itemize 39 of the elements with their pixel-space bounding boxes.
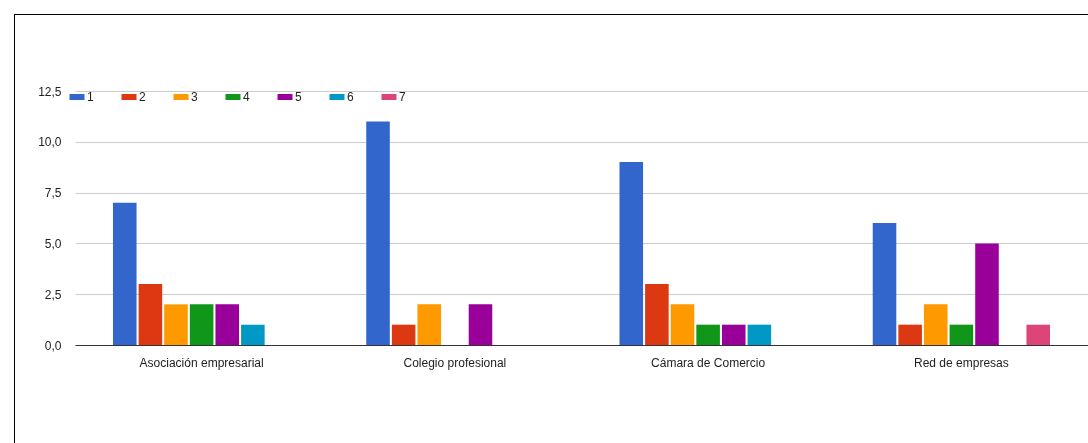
bar: [366, 121, 390, 345]
x-tick-label: Red de empresas: [914, 355, 1009, 370]
x-tick-label: Cámara de Comercio: [651, 355, 766, 370]
bar: [670, 304, 695, 345]
bar: [619, 162, 644, 345]
legend-label: 4: [243, 90, 250, 104]
bar: [215, 304, 240, 345]
bar: [112, 202, 137, 345]
bar: [696, 324, 720, 345]
y-tick-label: 12,5: [38, 84, 62, 99]
bar: [721, 324, 746, 345]
bar: [417, 304, 442, 345]
legend-label: 7: [399, 90, 406, 104]
y-tick-label: 0,0: [44, 338, 62, 353]
x-tick-label: Colegio profesional: [403, 355, 507, 370]
bar: [975, 243, 999, 345]
bar: [468, 304, 493, 345]
bar: [391, 324, 416, 345]
bar: [138, 284, 163, 345]
bar: [241, 324, 265, 345]
bar: [1026, 324, 1051, 345]
bar: [164, 304, 188, 345]
legend-label: 2: [139, 90, 146, 104]
bar: [898, 324, 922, 345]
bar: [872, 223, 897, 345]
bar: [645, 284, 669, 345]
y-tick-label: 5,0: [44, 236, 62, 251]
legend-label: 3: [191, 90, 198, 104]
y-tick-label: 7,5: [44, 186, 62, 201]
bar: [189, 304, 214, 345]
y-tick-label: 10,0: [38, 135, 62, 150]
x-tick-label: Asociación empresarial: [139, 355, 264, 370]
bar: [747, 324, 772, 345]
legend-label: 5: [295, 90, 302, 104]
legend-label: 6: [347, 90, 354, 104]
y-tick-label: 2,5: [44, 287, 62, 302]
bar: [923, 304, 948, 345]
bar: [949, 324, 974, 345]
legend-label: 1: [87, 90, 94, 104]
